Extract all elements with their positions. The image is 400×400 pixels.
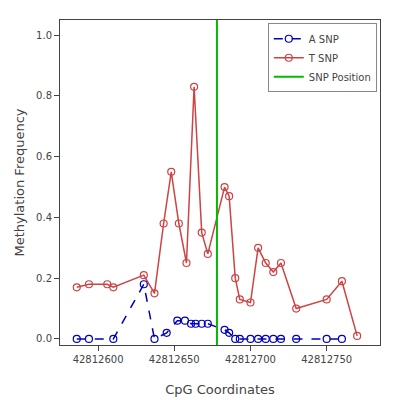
svg-text:42812650: 42812650 bbox=[149, 354, 200, 365]
svg-text:CpG Coordinates: CpG Coordinates bbox=[165, 382, 275, 397]
svg-text:SNP Position: SNP Position bbox=[309, 72, 371, 83]
svg-text:1.0: 1.0 bbox=[36, 30, 52, 41]
svg-text:42812700: 42812700 bbox=[225, 354, 276, 365]
svg-text:A SNP: A SNP bbox=[309, 34, 339, 45]
svg-text:T SNP: T SNP bbox=[308, 53, 338, 64]
svg-text:0.2: 0.2 bbox=[36, 273, 52, 284]
svg-text:0.6: 0.6 bbox=[36, 151, 52, 162]
svg-text:42812750: 42812750 bbox=[301, 354, 352, 365]
svg-text:Methylation Frequency: Methylation Frequency bbox=[12, 108, 27, 256]
svg-text:0.8: 0.8 bbox=[36, 90, 52, 101]
svg-text:0.0: 0.0 bbox=[36, 333, 52, 344]
svg-text:0.4: 0.4 bbox=[36, 212, 52, 223]
svg-text:42812600: 42812600 bbox=[73, 354, 124, 365]
